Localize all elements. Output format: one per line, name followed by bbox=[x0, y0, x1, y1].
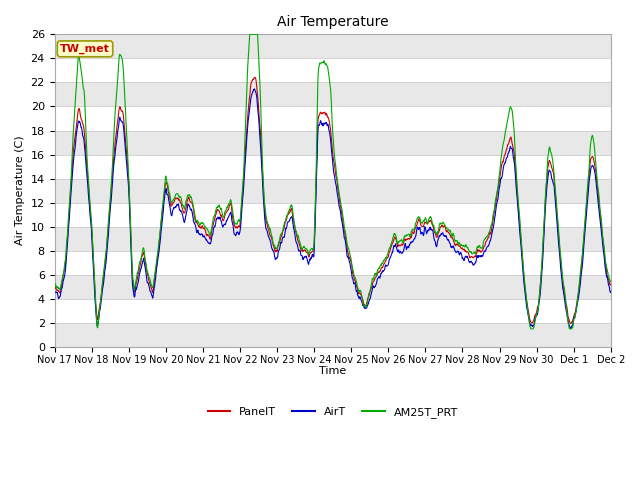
AM25T_PRT bbox=[246, 32, 254, 37]
Line: PanelT: PanelT bbox=[54, 77, 640, 324]
Bar bbox=[54, 131, 611, 155]
AirT bbox=[251, 86, 259, 92]
PanelT bbox=[326, 120, 333, 126]
Legend: PanelT, AirT, AM25T_PRT: PanelT, AirT, AM25T_PRT bbox=[204, 403, 462, 422]
AM25T_PRT bbox=[97, 301, 104, 307]
Line: AM25T_PRT: AM25T_PRT bbox=[54, 35, 640, 329]
Bar bbox=[54, 323, 611, 347]
PanelT bbox=[388, 240, 396, 246]
Bar bbox=[54, 227, 611, 251]
AM25T_PRT bbox=[326, 79, 333, 84]
PanelT bbox=[303, 249, 310, 255]
AirT bbox=[326, 130, 333, 135]
Bar bbox=[54, 275, 611, 299]
Bar bbox=[54, 35, 611, 59]
PanelT bbox=[121, 127, 129, 132]
AM25T_PRT bbox=[51, 281, 58, 287]
PanelT bbox=[315, 113, 323, 119]
AirT bbox=[97, 304, 104, 310]
Line: AirT: AirT bbox=[54, 89, 640, 328]
AirT bbox=[303, 255, 310, 261]
PanelT bbox=[97, 299, 104, 305]
AM25T_PRT bbox=[303, 246, 310, 252]
AirT bbox=[51, 290, 58, 296]
AM25T_PRT bbox=[388, 236, 396, 242]
PanelT bbox=[567, 321, 575, 326]
AM25T_PRT bbox=[121, 90, 129, 96]
Bar bbox=[54, 83, 611, 107]
Text: TW_met: TW_met bbox=[60, 44, 110, 54]
Title: Air Temperature: Air Temperature bbox=[277, 15, 388, 29]
PanelT bbox=[251, 74, 259, 80]
AirT bbox=[388, 250, 396, 255]
AM25T_PRT bbox=[527, 326, 534, 332]
AirT bbox=[121, 137, 129, 143]
AirT bbox=[567, 325, 575, 331]
Bar bbox=[54, 179, 611, 203]
AM25T_PRT bbox=[315, 64, 323, 70]
Y-axis label: Air Temperature (C): Air Temperature (C) bbox=[15, 136, 25, 245]
PanelT bbox=[51, 283, 58, 288]
X-axis label: Time: Time bbox=[319, 366, 346, 376]
AirT bbox=[315, 122, 323, 128]
